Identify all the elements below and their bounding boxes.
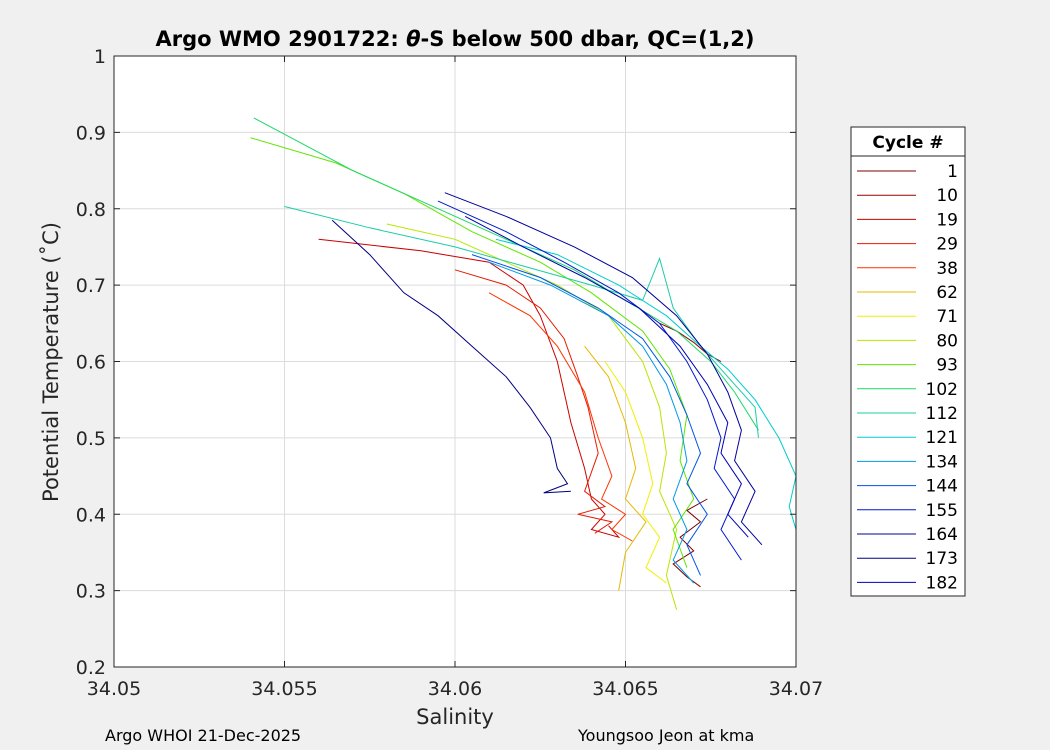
legend-label-cycle-29: 29 [936,235,958,255]
y-axis-label: Potential Temperature (˚C) [39,222,63,502]
series-line-cycle-164 [444,192,763,546]
legend-label-cycle-93: 93 [936,356,958,376]
legend-label-cycle-19: 19 [936,210,958,230]
series-line-cycle-71 [604,361,667,584]
legend-label-cycle-155: 155 [926,501,958,521]
legend-label-cycle-80: 80 [936,331,958,351]
legend-label-cycle-1: 1 [947,162,958,182]
x-tick-label: 34.05 [87,678,141,700]
y-tick-label: 0.8 [76,199,106,221]
series-line-cycle-38 [488,292,633,542]
legend-label-cycle-121: 121 [926,428,958,448]
x-tick-label: 34.07 [769,678,823,700]
footer-author: Youngsoo Jeon at kma [578,726,755,745]
series-line-cycle-62 [584,345,647,591]
chart-title: Argo WMO 2901722: θ-S below 500 dbar, QC… [155,27,754,51]
series-line-cycle-173 [331,219,571,494]
x-tick-label: 34.06 [428,678,482,700]
series-line-cycle-102 [253,117,759,431]
legend-label-cycle-173: 173 [926,549,958,569]
ticks: 34.05 34.055 34.06 34.065 34.07 0.2 0.3 0.4 0.5 0… [76,46,823,700]
y-tick-label: 0.7 [76,275,106,297]
y-tick-label: 0.2 [76,657,106,679]
x-tick-label: 34.065 [592,678,658,700]
legend-label-cycle-144: 144 [926,477,958,497]
y-tick-label: 0.6 [76,352,106,374]
x-tick-label: 34.055 [251,678,317,700]
legend-label-cycle-62: 62 [936,283,958,303]
legend: Cycle # 1 10 19 29 38 62 71 80 93 102 112 121 134 144… [850,126,966,597]
legend-label-cycle-38: 38 [936,259,958,279]
legend-label-cycle-71: 71 [936,307,958,327]
legend-label-cycle-102: 102 [926,380,958,400]
series-line-cycle-112 [284,206,759,438]
y-tick-label: 0.3 [76,581,106,603]
y-tick-label: 0.4 [76,504,106,526]
series-lines [250,117,797,610]
legend-label-cycle-112: 112 [926,404,958,424]
legend-label-cycle-10: 10 [936,186,958,206]
y-tick-label: 0.5 [76,428,106,450]
legend-box [850,126,966,597]
series-line-cycle-10 [659,322,722,362]
legend-title: Cycle # [872,133,943,153]
series-line-cycle-144 [471,254,708,576]
y-tick-label: 1 [94,46,106,68]
legend-label-cycle-182: 182 [926,573,958,593]
y-tick-label: 0.9 [76,122,106,144]
footer-source: Argo WHOI 21-Dec-2025 [105,726,302,745]
series-line-cycle-121 [495,238,797,530]
legend-items: 1 10 19 29 38 62 71 80 93 102 112 121 134 144 155 164 17… [857,162,958,593]
legend-label-cycle-164: 164 [926,525,958,545]
series-line-cycle-182 [464,215,749,538]
series-line-cycle-134 [488,261,695,584]
series-line-cycle-29 [454,269,614,534]
legend-label-cycle-134: 134 [926,452,958,472]
x-axis-label: Salinity [416,705,494,729]
